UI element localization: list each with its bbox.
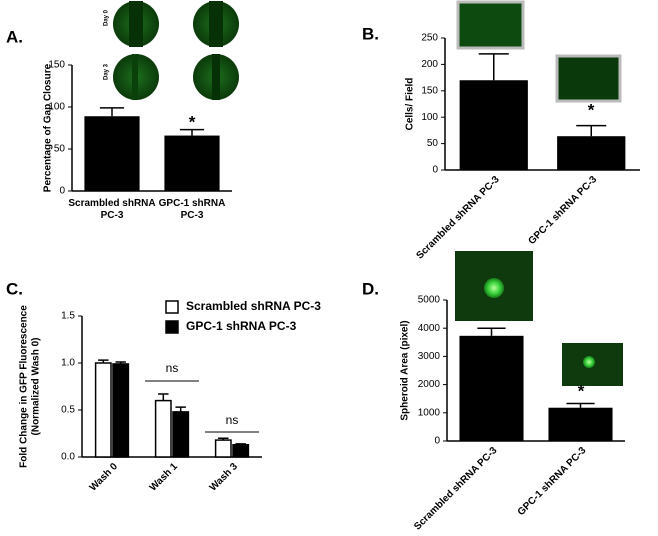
y-tick-label: 200 <box>421 59 438 70</box>
panel-label: C. <box>6 279 23 298</box>
error-bar <box>175 406 186 412</box>
y-tick-label: 1.5 <box>61 311 75 322</box>
y-tick-label: 50 <box>54 144 66 155</box>
x-tick-label: Wash 1 <box>148 461 181 494</box>
y-tick-label: 150 <box>421 85 438 96</box>
y-axis-label: (Normalized Wash 0) <box>31 338 42 436</box>
legend-swatch <box>165 320 179 334</box>
y-tick-label: 0 <box>434 436 440 447</box>
annotation: ns <box>226 413 239 427</box>
error-bar <box>478 53 509 81</box>
panel-label: A. <box>6 27 23 46</box>
y-tick-label: 5000 <box>418 295 441 306</box>
annotation: * <box>189 112 196 131</box>
x-tick-label: Scrambled shRNA PC-3 <box>412 445 500 533</box>
error-bar <box>477 327 506 336</box>
error-bar <box>158 393 169 401</box>
x-tick-label: GPC-1 shRNA PC-3 <box>159 198 226 221</box>
error-bar <box>566 402 595 408</box>
bar <box>232 444 250 458</box>
y-axis-label: Fold Change in GFP Fluorescence <box>19 305 30 468</box>
y-axis-label: Percentage of Gap Closure <box>43 63 54 192</box>
bar <box>94 362 112 458</box>
bar <box>459 80 528 170</box>
y-tick-label: 0 <box>59 186 65 197</box>
x-tick-label: Scrambled shRNA PC-3 <box>68 198 155 221</box>
error-bar <box>576 124 607 137</box>
x-tick-label: Wash 0 <box>88 461 121 494</box>
annotation: * <box>578 381 585 400</box>
bar <box>548 407 613 441</box>
bar <box>84 116 140 191</box>
bar <box>154 399 172 458</box>
y-tick-label: 250 <box>421 33 438 44</box>
y-tick-label: 150 <box>48 60 65 71</box>
panel-label: D. <box>362 279 379 298</box>
legend-label: Scrambled shRNA PC-3 <box>186 299 321 313</box>
panel-label: B. <box>362 24 379 43</box>
y-tick-label: 100 <box>421 112 438 123</box>
y-tick-label: 0.0 <box>61 452 75 463</box>
image-label: Day 0 <box>104 9 110 26</box>
y-axis-label: Cells/ Field <box>405 78 416 131</box>
y-tick-label: 1000 <box>418 407 441 418</box>
y-tick-label: 0 <box>432 165 438 176</box>
y-tick-label: 2000 <box>418 379 441 390</box>
x-tick-label: GPC-1 shRNA PC-3 <box>526 174 599 247</box>
x-tick-label: Scrambled shRNA PC-3 <box>414 174 502 262</box>
error-bar <box>179 128 205 136</box>
x-tick-label: Wash 3 <box>208 461 241 494</box>
legend-swatch <box>165 300 179 314</box>
y-axis-label: Spheroid Area (pixel) <box>400 320 411 420</box>
bar <box>459 335 524 441</box>
bar <box>112 363 130 458</box>
y-tick-label: 3000 <box>418 351 441 362</box>
y-tick-label: 50 <box>427 138 439 149</box>
image-label: Day 3 <box>104 63 110 80</box>
y-tick-label: 1.0 <box>61 358 75 369</box>
bar <box>214 439 232 458</box>
bar <box>172 411 190 458</box>
y-tick-label: 100 <box>48 102 65 113</box>
bar <box>164 135 220 191</box>
y-tick-label: 0.5 <box>61 405 75 416</box>
error-bar <box>99 107 125 117</box>
legend-label: GPC-1 shRNA PC-3 <box>186 319 297 333</box>
microscopy-images <box>113 0 623 386</box>
x-tick-label: GPC-1 shRNA PC-3 <box>516 445 589 518</box>
bar <box>557 136 626 170</box>
annotation: * <box>588 100 595 119</box>
y-tick-label: 4000 <box>418 323 441 334</box>
annotation: ns <box>166 361 179 375</box>
